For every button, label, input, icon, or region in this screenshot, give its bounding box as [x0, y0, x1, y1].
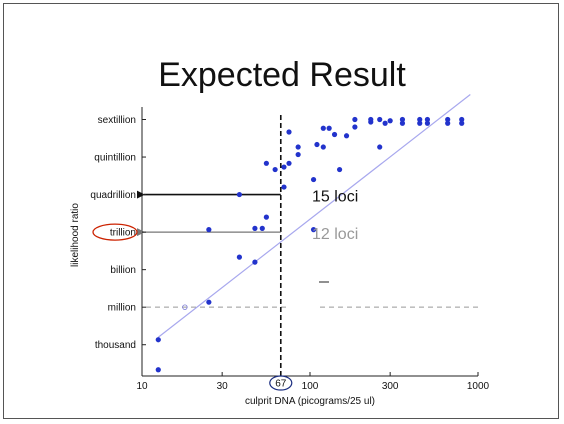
data-point-10	[263, 160, 269, 166]
data-point-35	[399, 120, 406, 126]
data-point-23	[326, 125, 332, 131]
x-tick-label-100: 100	[302, 381, 319, 392]
y-ticks: thousand million billion trillion quadrillio…	[90, 115, 146, 351]
data-point-25	[336, 166, 343, 173]
data-point-12	[281, 184, 287, 190]
data-point-39	[424, 116, 431, 123]
data-point-43	[459, 116, 465, 123]
data-point-8	[259, 225, 265, 231]
trillion-highlight-ellipse	[92, 223, 138, 241]
y-tick-label-trillion: trillion	[110, 228, 136, 239]
highlight-marks: 67	[92, 223, 293, 391]
data-point-7	[252, 225, 258, 231]
x-axis-title: culprit DNA (picograms/25 ul)	[245, 396, 375, 407]
x-tick-label-1000: 1000	[467, 381, 490, 392]
data-point-3	[206, 227, 212, 233]
data-point-24	[331, 131, 338, 138]
annotation-arrows	[137, 190, 281, 237]
data-point-33	[382, 120, 388, 126]
open-point	[182, 304, 188, 310]
data-point-36	[399, 116, 406, 123]
loci-annotations: 15 loci 12 loci	[312, 189, 358, 244]
data-point-22	[320, 144, 326, 150]
annotation-15-loci: 15 loci	[312, 189, 358, 206]
data-point-30	[368, 116, 374, 123]
x-tick-label-10: 10	[136, 381, 148, 392]
y-tick-label-sextillion: sextillion	[98, 115, 136, 126]
data-point-31	[377, 116, 383, 123]
data-point-6	[252, 259, 258, 265]
x-tick-label-300: 300	[382, 381, 399, 392]
data-point-2	[206, 299, 212, 305]
data-point-16	[295, 151, 301, 158]
data-point-5	[236, 191, 243, 198]
threshold-label: 67	[275, 379, 287, 390]
data-point-28	[352, 116, 358, 123]
data-point-42	[445, 120, 451, 126]
data-point-17	[295, 144, 301, 150]
data-point-21	[320, 125, 326, 131]
data-point-13	[281, 164, 287, 170]
data-point-15	[286, 160, 292, 166]
x-tick-label-30: 30	[217, 381, 229, 392]
data-point-27	[352, 124, 358, 130]
data-point-9	[263, 214, 269, 220]
fit-line	[157, 94, 471, 338]
y-tick-label-thousand: thousand	[95, 340, 136, 351]
data-point-4	[236, 254, 243, 260]
y-tick-label-billion: billion	[110, 265, 136, 276]
slide-title: Expected Result	[158, 56, 406, 94]
data-point-37	[417, 120, 423, 126]
data-point-11	[272, 166, 278, 173]
threshold-x-label: 67	[269, 375, 293, 391]
data-point-32	[377, 144, 383, 150]
data-point-41	[445, 116, 451, 123]
data-points	[155, 116, 465, 373]
data-point-18	[310, 227, 317, 233]
data-point-0	[155, 367, 161, 373]
x-ticks: 10 30 100 300 1000	[136, 372, 490, 392]
data-point-19	[310, 176, 317, 183]
annotation-12-loci: 12 loci	[312, 226, 358, 243]
threshold-circle	[269, 375, 293, 391]
y-axis-title: likelihood ratio	[70, 203, 81, 267]
y-tick-label-million: million	[108, 303, 136, 314]
data-point-38	[417, 116, 423, 123]
data-point-44	[459, 120, 465, 126]
data-point-1	[155, 337, 161, 343]
data-point-34	[387, 118, 393, 124]
fit-line-segment	[157, 94, 471, 338]
data-point-26	[343, 133, 350, 139]
data-point-40	[424, 120, 431, 126]
data-point-14	[286, 129, 292, 135]
data-point-20	[314, 141, 320, 148]
y-tick-label-quintillion: quintillion	[94, 153, 136, 164]
y-tick-label-quadrillion: quadrillion	[90, 190, 136, 201]
